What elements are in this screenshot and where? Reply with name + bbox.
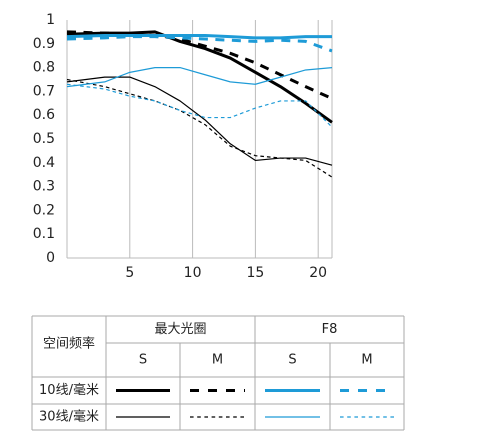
table-column: S bbox=[288, 353, 296, 368]
y-tick-label: 0 bbox=[46, 250, 55, 266]
y-tick-label: 0.2 bbox=[33, 202, 55, 218]
y-tick-label: 0.7 bbox=[33, 83, 55, 99]
legend-corner: 空间频率 bbox=[43, 336, 95, 352]
series-line bbox=[66, 66, 333, 88]
table-row-label: 10线/毫米 bbox=[39, 382, 99, 398]
x-tick-label: 10 bbox=[184, 265, 202, 281]
series-line bbox=[66, 35, 333, 53]
y-tick-label: 0.3 bbox=[33, 179, 55, 195]
table-column: S bbox=[139, 353, 147, 368]
series-line bbox=[66, 78, 333, 178]
x-tick-label: 5 bbox=[125, 265, 134, 281]
x-tick-label: 15 bbox=[246, 265, 264, 281]
series-line bbox=[66, 76, 333, 166]
y-tick-label: 0.4 bbox=[33, 155, 55, 171]
table-row-label: 30线/毫米 bbox=[39, 409, 99, 425]
series-line bbox=[66, 30, 333, 100]
table-group: F8 bbox=[322, 322, 338, 337]
series-line bbox=[66, 33, 332, 40]
series-line bbox=[66, 83, 333, 128]
y-tick-label: 0.8 bbox=[33, 60, 55, 76]
table-column: M bbox=[361, 353, 372, 368]
y-tick-label: 0.9 bbox=[33, 36, 55, 52]
y-tick-label: 1 bbox=[46, 12, 55, 28]
x-tick-label: 20 bbox=[309, 265, 327, 281]
y-tick-label: 0.5 bbox=[33, 131, 55, 147]
y-tick-label: 0.1 bbox=[33, 226, 55, 242]
y-tick-label: 0.6 bbox=[33, 107, 55, 123]
table-column: M bbox=[212, 353, 223, 368]
table-group: 最大光圈 bbox=[154, 322, 206, 337]
